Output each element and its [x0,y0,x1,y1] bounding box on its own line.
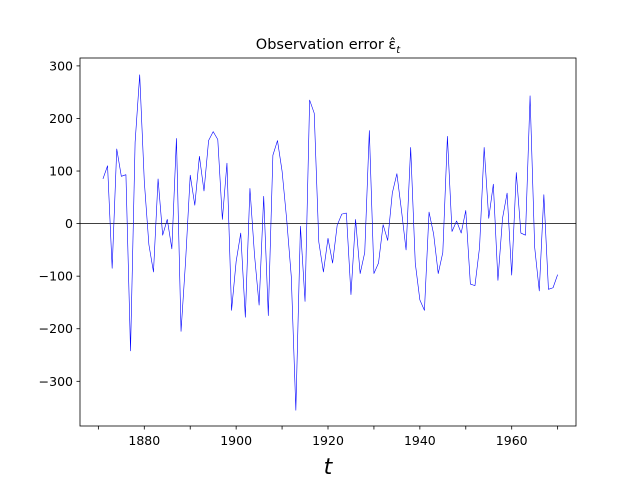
y-tick-label-4: 100 [49,164,73,179]
x-tick-label-3: 1940 [404,433,436,448]
x-tick-label-1: 1900 [220,433,252,448]
chart-title-subscript: t [396,45,401,56]
y-tick-label-5: 200 [49,111,73,126]
y-tick-label-6: 300 [49,58,73,73]
x-tick-label-4: 1960 [496,433,528,448]
series-line-0 [102,74,558,411]
x-tick-label-0: 1880 [128,433,160,448]
chart-title: Observation error ε̂t [256,37,401,56]
plot-area: −300 −200 −100 0 100 200 300 1880 1900 1920 1940 19… [39,57,577,448]
x-tick-label-2: 1920 [312,433,344,448]
y-tick-label-2: −100 [39,269,73,284]
y-tick-label-1: −200 [39,321,73,336]
x-axis-label: t [324,455,334,480]
y-tick-label-0: −300 [39,374,73,389]
y-tick-label-3: 0 [65,216,73,231]
